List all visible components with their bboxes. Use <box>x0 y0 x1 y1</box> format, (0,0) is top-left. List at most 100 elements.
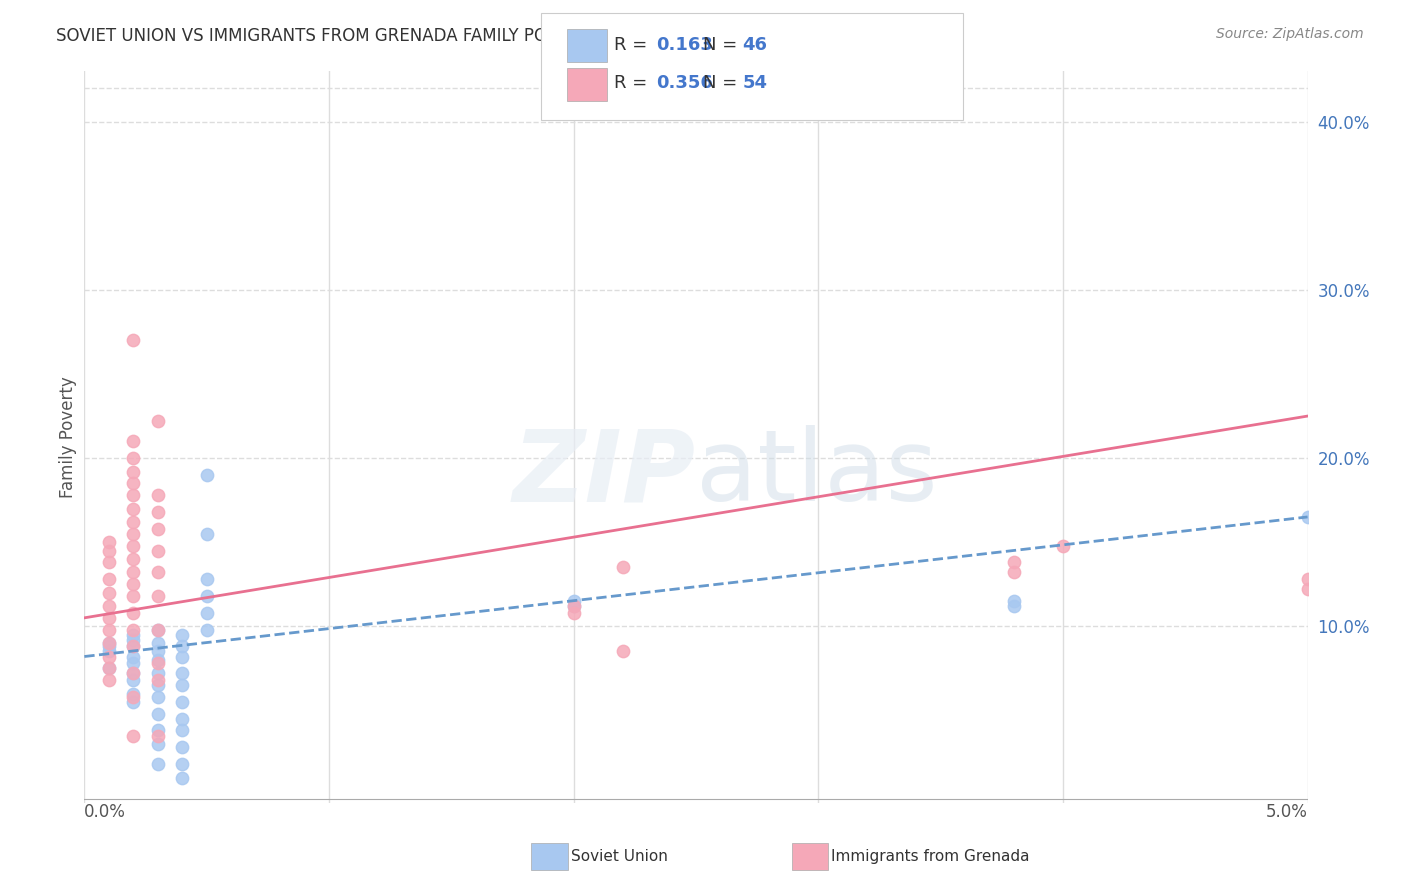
Point <box>122 606 145 620</box>
Point <box>146 589 169 603</box>
Point <box>172 740 194 755</box>
Text: SOVIET UNION VS IMMIGRANTS FROM GRENADA FAMILY POVERTY CORRELATION CHART: SOVIET UNION VS IMMIGRANTS FROM GRENADA … <box>56 27 785 45</box>
Point <box>122 526 145 541</box>
Point <box>146 566 169 580</box>
Y-axis label: Family Poverty: Family Poverty <box>59 376 77 498</box>
Point <box>195 572 218 586</box>
Point <box>172 640 194 654</box>
Point <box>122 515 145 529</box>
Point <box>122 673 145 687</box>
Point <box>146 543 169 558</box>
Point <box>172 712 194 726</box>
Point <box>172 771 194 785</box>
Point <box>1002 599 1025 613</box>
Point <box>146 636 169 650</box>
Point <box>122 695 145 709</box>
Point <box>122 640 145 654</box>
Point <box>122 465 145 479</box>
Point <box>97 611 120 625</box>
Text: Immigrants from Grenada: Immigrants from Grenada <box>831 849 1029 863</box>
Point <box>1002 594 1025 608</box>
Text: N =: N = <box>703 74 742 92</box>
Point <box>97 543 120 558</box>
Point <box>122 657 145 671</box>
Point <box>97 535 120 549</box>
Point <box>172 678 194 692</box>
Point <box>97 661 120 675</box>
Point <box>146 414 169 428</box>
Point <box>172 723 194 738</box>
Point <box>172 627 194 641</box>
Point <box>122 552 145 566</box>
Point <box>172 757 194 772</box>
Point <box>122 451 145 466</box>
Point <box>1296 510 1319 524</box>
Point <box>146 678 169 692</box>
Point <box>195 467 218 482</box>
Point <box>562 594 585 608</box>
Text: ZIP: ZIP <box>513 425 696 522</box>
Point <box>97 649 120 664</box>
Point <box>146 706 169 721</box>
Point <box>146 623 169 637</box>
Point <box>122 589 145 603</box>
Point <box>146 729 169 743</box>
Point <box>97 661 120 675</box>
Point <box>122 539 145 553</box>
Point <box>97 555 120 569</box>
Text: Source: ZipAtlas.com: Source: ZipAtlas.com <box>1216 27 1364 41</box>
Point <box>146 653 169 667</box>
Point <box>146 666 169 681</box>
Point <box>146 757 169 772</box>
Point <box>146 690 169 704</box>
Point <box>1002 566 1025 580</box>
Point <box>1296 582 1319 597</box>
Point <box>195 606 218 620</box>
Point <box>146 657 169 671</box>
Point <box>146 623 169 637</box>
Point <box>1296 572 1319 586</box>
Point <box>562 599 585 613</box>
Point <box>97 673 120 687</box>
Point <box>122 434 145 449</box>
Point <box>612 560 634 574</box>
Point <box>122 627 145 641</box>
Point <box>122 640 145 654</box>
Point <box>172 666 194 681</box>
Text: Soviet Union: Soviet Union <box>571 849 668 863</box>
Point <box>195 589 218 603</box>
Point <box>562 606 585 620</box>
Point <box>97 599 120 613</box>
Point <box>122 729 145 743</box>
Point <box>146 723 169 738</box>
Point <box>1346 115 1368 129</box>
Point <box>146 522 169 536</box>
Point <box>1002 555 1025 569</box>
Text: 54: 54 <box>742 74 768 92</box>
Point <box>122 666 145 681</box>
Point <box>122 666 145 681</box>
Point <box>146 644 169 658</box>
Text: N =: N = <box>703 36 742 54</box>
Point <box>122 690 145 704</box>
Point <box>172 695 194 709</box>
Text: 0.163: 0.163 <box>657 36 713 54</box>
Point <box>97 644 120 658</box>
Point <box>97 585 120 599</box>
Point <box>122 649 145 664</box>
Text: 46: 46 <box>742 36 768 54</box>
Point <box>612 644 634 658</box>
Point <box>195 526 218 541</box>
Point <box>122 632 145 647</box>
Point <box>562 599 585 613</box>
Point <box>97 640 120 654</box>
Point <box>122 686 145 700</box>
Point <box>122 566 145 580</box>
Point <box>97 572 120 586</box>
Point <box>122 577 145 591</box>
Point <box>122 476 145 491</box>
Text: 0.356: 0.356 <box>657 74 713 92</box>
Point <box>146 673 169 687</box>
Point <box>146 505 169 519</box>
Point <box>97 636 120 650</box>
